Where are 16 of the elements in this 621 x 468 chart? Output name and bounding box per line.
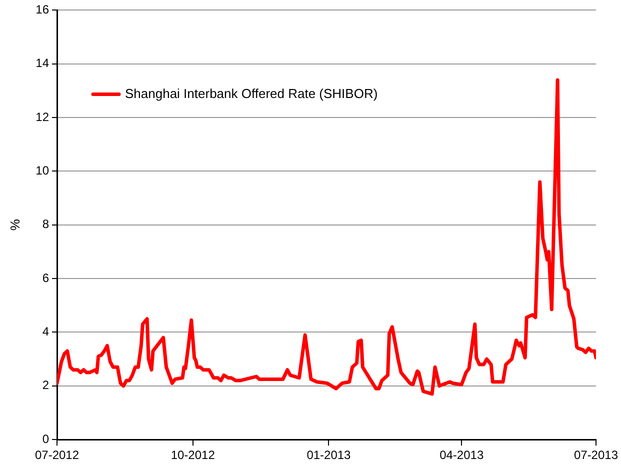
y-tick-label: 4	[42, 324, 50, 339]
x-tick-label: 01-2013	[306, 448, 352, 462]
y-tick-label: 2	[42, 378, 50, 392]
y-tick-label: 10	[36, 164, 50, 178]
x-tick-label: 04-2013	[440, 448, 484, 462]
x-tick-label: 07-2013	[574, 448, 618, 462]
y-tick-label: 14	[36, 56, 50, 70]
y-tick-label: 16	[36, 2, 50, 17]
y-tick-label: 12	[36, 110, 50, 124]
x-tick-label: 07-2012	[34, 448, 80, 462]
y-tick-label: 8	[42, 217, 50, 232]
x-tick-label: 10-2012	[170, 448, 216, 462]
y-tick-label: 6	[42, 270, 50, 285]
legend-label: Shanghai Interbank Offered Rate (SHIBOR)	[125, 86, 378, 101]
y-tick-label: 0	[42, 432, 50, 446]
y-axis-title: %	[7, 218, 22, 231]
